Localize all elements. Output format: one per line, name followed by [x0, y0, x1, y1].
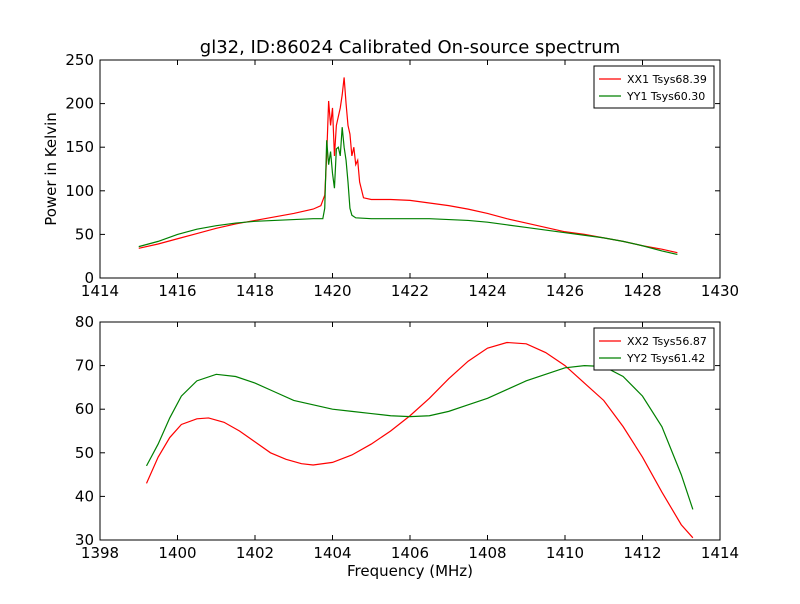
- x-tick-label: 1418: [236, 282, 274, 300]
- legend-label: XX2 Tsys56.87: [627, 335, 707, 348]
- y-tick-label: 50: [75, 444, 94, 462]
- y-tick-label: 0: [84, 269, 94, 287]
- x-tick-label: 1414: [81, 282, 119, 300]
- legend: XX1 Tsys68.39 YY1 Tsys60.30: [593, 65, 715, 109]
- x-tick-label: 1398: [81, 544, 119, 562]
- y-tick-label: 50: [75, 225, 94, 243]
- x-tick-label: 1428: [623, 282, 661, 300]
- y-tick-label: 30: [75, 531, 94, 549]
- x-tick-label: 1408: [468, 544, 506, 562]
- y-tick-label: 100: [65, 182, 94, 200]
- y-axis-label: Power in Kelvin: [42, 112, 60, 226]
- y-tick-label: 80: [75, 313, 94, 331]
- legend-box: [593, 65, 715, 109]
- legend-box: [593, 327, 715, 371]
- series-line-1: [145, 341, 694, 539]
- x-tick-label: 1402: [236, 544, 274, 562]
- legend-label: XX1 Tsys68.39: [627, 73, 707, 86]
- bottom-panel: 1398 1400 1402 1404 1406 1408 1410 1412 1414 30 40…: [75, 313, 739, 580]
- x-tick-label: 1414: [701, 544, 739, 562]
- series-line-2: [138, 127, 678, 256]
- x-axis-label: Frequency (MHz): [347, 562, 473, 580]
- legend: XX2 Tsys56.87 YY2 Tsys61.42: [593, 327, 715, 371]
- x-tick-label: 1400: [158, 544, 196, 562]
- x-tick-label: 1426: [546, 282, 584, 300]
- y-tick-label: 250: [65, 51, 94, 69]
- x-tick-label: 1420: [313, 282, 351, 300]
- series-line-1: [138, 77, 678, 254]
- y-tick-label: 200: [65, 95, 94, 113]
- x-tick-label: 1412: [623, 544, 661, 562]
- x-tick-label: 1416: [158, 282, 196, 300]
- x-tick-label: 1410: [546, 544, 584, 562]
- series-line-2: [145, 364, 694, 510]
- legend-label: YY2 Tsys61.42: [626, 352, 705, 365]
- x-tick-label: 1430: [701, 282, 739, 300]
- y-tick-label: 150: [65, 138, 94, 156]
- y-tick-label: 70: [75, 357, 94, 375]
- y-tick-label: 40: [75, 487, 94, 505]
- x-tick-label: 1424: [468, 282, 506, 300]
- chart-title: gl32, ID:86024 Calibrated On-source spec…: [200, 37, 620, 58]
- x-tick-label: 1422: [391, 282, 429, 300]
- top-panel: 1414 1416 1418 1420 1422 1424 1426 1428 1430 0 50 1…: [42, 51, 739, 300]
- x-tick-label: 1404: [313, 544, 351, 562]
- legend-label: YY1 Tsys60.30: [626, 90, 705, 103]
- x-tick-label: 1406: [391, 544, 429, 562]
- y-tick-label: 60: [75, 400, 94, 418]
